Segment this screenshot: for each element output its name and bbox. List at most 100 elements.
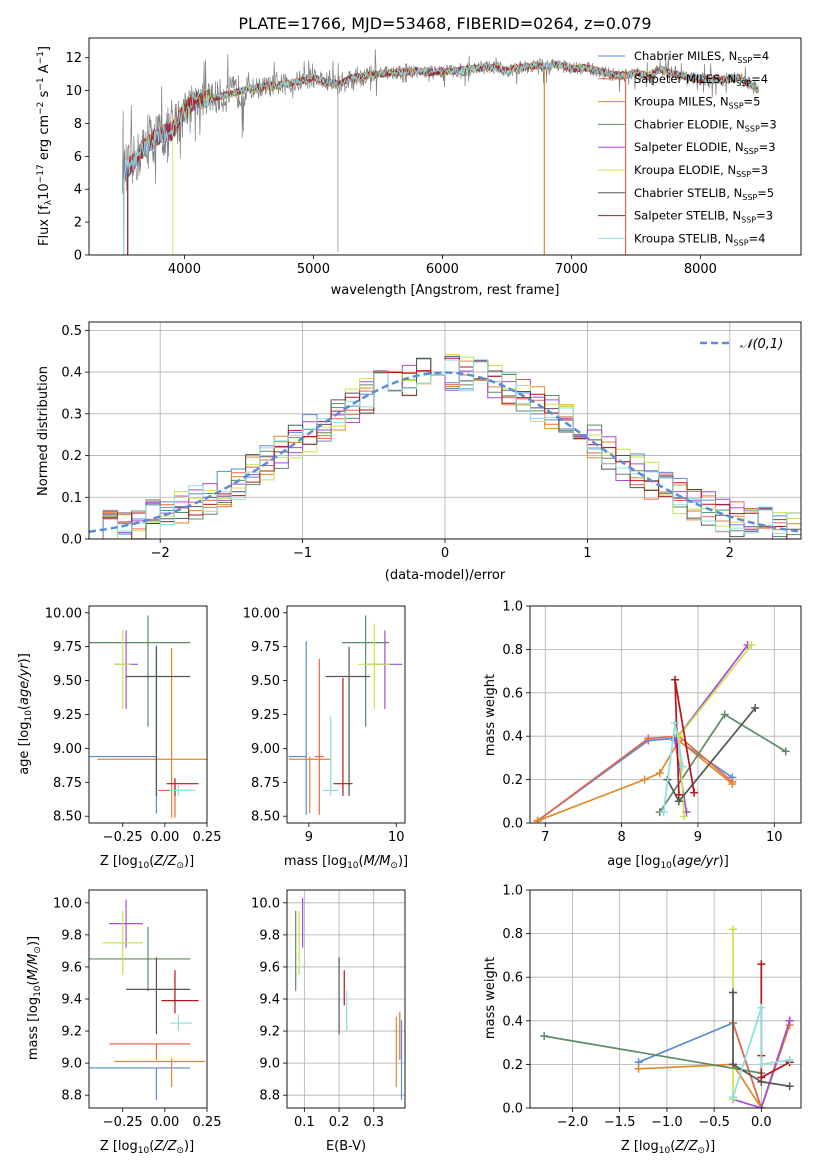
plot-area [122,49,759,255]
ageZ-xlabel: Z [log10(Z/Z⊙)] [100,854,194,871]
weight-vs-age-panel: 7 8 9 10 0.0 0.2 0.4 0.6 0.8 1.0 [502,600,802,845]
weight_vs_age-series-kroupa-miles-line [537,739,733,822]
mass_vs_Z-ytick-label: 8.8 [61,1089,82,1104]
weight_vs_Z-series-kroupa-stelib-marker [757,1060,766,1069]
wAge-xlabel: age [log10(age/yr)] [607,854,729,871]
weight_vs_Z-series-salpeter-elodie-marker [757,1104,766,1108]
weight_vs_age-series-kroupa-miles-marker [655,769,664,778]
age_vs_Z-ytick-label: 9.00 [53,742,82,757]
residuals-xtick-label: −1 [293,546,312,561]
weight_vs_Z-series-chabrier-stelib-marker [729,988,738,997]
weight_vs_age-ytick-label: 1.0 [502,600,523,615]
gaussian-curve [89,371,801,533]
weight_vs_Z-ytick-label: 0.0 [502,1102,523,1117]
weight_vs_Z-series-kroupa-miles-marker [634,1064,643,1073]
weight_vs_age-series-kroupa-miles-marker [640,775,649,784]
legend-entry: Kroupa STELIB, NSSP=4 [634,231,765,247]
plot-area [89,615,207,818]
weight_vs_age-xtick-label: 8 [617,830,625,845]
residuals-xtick-label: 2 [726,546,734,561]
spectrum-model-line-salpeter-miles [127,61,759,255]
residuals-ytick-label: 0.2 [61,449,82,464]
weight_vs_Z-xtick-label: 0.0 [751,1115,772,1130]
legend-entry: Salpeter MILES, NSSP=4 [634,72,768,88]
weight_vs_age-series-kroupa-miles-marker [533,816,542,823]
weight_vs_age-series-kroupa-stelib-marker [659,808,668,817]
weight_vs_age-ytick-label: 0.0 [502,817,523,832]
plot-area [288,615,403,815]
mass_vs_EBV-ytick-label: 10.0 [251,896,280,911]
age_vs_mass-ytick-label: 9.25 [251,708,280,723]
massZ-xlabel: Z [log10(Z/Z⊙)] [100,1139,194,1156]
age_vs_mass-ytick-label: 9.75 [251,640,280,655]
residuals-panel: −2 −1 0 1 2 0.0 0.1 0.2 0.3 0.4 0.5 𝒩(0,1) [61,321,802,561]
legend-entry: Chabrier STELIB, NSSP=5 [634,186,774,202]
weight_vs_age-series-kroupa-stelib-marker [671,719,680,728]
legend-entry: Kroupa ELODIE, NSSP=3 [634,163,768,179]
spectrum-model-line-salpeter-stelib [127,60,759,255]
age_vs_Z-ytick-label: 8.50 [53,810,82,825]
weight_vs_Z-series-kroupa-stelib-marker [729,1093,738,1102]
weight_vs_Z-ytick-label: 0.8 [502,927,523,942]
plot-area [89,899,206,1100]
weight_vs_age-series-kroupa-stelib-marker [678,762,687,771]
mass_vs_Z-frame [88,889,208,1109]
mass_vs_EBV-xtick-label: 0.1 [294,1115,315,1130]
age_vs_Z-ytick-label: 10.00 [45,606,82,621]
massZ-ylabel: mass [log10(M/M⊙)] [26,936,43,1060]
mass_vs_EBV-frame [286,889,406,1109]
spectrum-legend: Chabrier MILES, NSSP=4 Salpeter MILES, NS… [598,49,777,247]
spectrum-xtick-label: 8000 [684,262,717,277]
weight_vs_Z-series-salpeter-elodie-line [732,1020,791,1108]
weight_vs_age-series-kroupa-elodie-line [678,644,753,817]
weight_vs_Z-ytick-label: 1.0 [502,884,523,899]
age_vs_Z-ytick-label: 9.75 [53,640,82,655]
spectrum-model-line-kroupa-miles [127,60,759,255]
weight_vs_age-series-salpeter-stelib-marker [671,675,680,684]
weight_vs_Z-series-chabrier-stelib-marker [785,1082,794,1091]
wAge-ylabel: mass weight [483,674,498,756]
residuals-ytick-label: 0.4 [61,366,82,381]
weight_vs_Z-series-salpeter-stelib-marker [757,960,766,969]
spectrum-ytick-label: 6 [74,150,82,165]
age_vs_Z-xtick-label: −0.25 [103,830,143,845]
plot-area [533,641,790,823]
mass-vs-metallicity-panel: −0.25 0.00 0.25 8.8 9.0 9.2 9.4 9.6 9.8 10.0 [53,889,221,1130]
mass_vs_Z-ytick-label: 9.6 [61,960,82,975]
legend-entry: Chabrier ELODIE, NSSP=3 [634,117,777,133]
age_vs_mass-ytick-label: 9.50 [251,674,280,689]
residuals-ytick-label: 0.3 [61,407,82,422]
weight_vs_Z-series-chabrier-elodie-marker [540,1032,549,1041]
residuals-ylabel: Normed distribution [36,366,51,496]
age_vs_Z-ytick-label: 9.25 [53,708,82,723]
residuals-legend-label: 𝒩(0,1) [740,337,783,352]
mass-vs-extinction-panel: 0.1 0.2 0.3 8.8 9.0 9.2 9.4 9.6 9.8 10.0 [251,889,406,1130]
age-vs-metallicity-panel: −0.25 0.00 0.25 8.50 8.75 9.00 9.25 9.50 9.75 10.… [45,605,221,845]
weight_vs_age-xtick-label: 7 [541,830,549,845]
weight_vs_age-series-chabrier-elodie-marker [781,747,790,756]
age_vs_Z-frame [88,605,208,824]
mass_vs_EBV-ytick-label: 8.8 [259,1089,280,1104]
residuals-frame [88,321,802,540]
ageZ-ylabel: age [log10(age/yr)] [17,653,34,775]
age_vs_Z-ytick-label: 9.50 [53,674,82,689]
weight_vs_Z-series-kroupa-elodie-marker [729,925,738,934]
weight_vs_Z-series-kroupa-stelib-marker [757,1003,766,1012]
weight-vs-metallicity-panel: −2.0 −1.5 −1.0 −0.5 0.0 0.0 0.2 0.4 0.6 0.8 1.0 [502,884,802,1130]
mass_vs_Z-xtick-label: 0.00 [150,1115,179,1130]
mass_vs_Z-ytick-label: 9.8 [61,928,82,943]
mass_vs_Z-ytick-label: 9.4 [61,993,82,1008]
weight_vs_Z-series-kroupa-stelib-marker [785,1056,794,1065]
spectrum-model-line-kroupa-stelib [123,59,759,255]
spectrum-panel: 4000 5000 6000 7000 8000 0 2 4 6 8 10 12 Chabrier MI… [65,37,802,277]
residuals-xlabel: (data-model)/error [385,568,506,583]
legend-entry: Salpeter ELODIE, NSSP=3 [634,140,776,156]
legend-entry: Kroupa MILES, NSSP=5 [634,95,760,111]
mass_vs_EBV-ytick-label: 9.8 [259,928,280,943]
spectrum-xtick-label: 5000 [297,262,330,277]
mass_vs_EBV-ytick-label: 9.0 [259,1057,280,1072]
figure-title: PLATE=1766, MJD=53468, FIBERID=0264, z=0… [238,14,651,33]
weight_vs_Z-ytick-label: 0.4 [502,1014,523,1029]
residual-histogram-kroupa-stelib [89,359,801,539]
weight_vs_age-series-kroupa-elodie-marker [747,641,756,650]
